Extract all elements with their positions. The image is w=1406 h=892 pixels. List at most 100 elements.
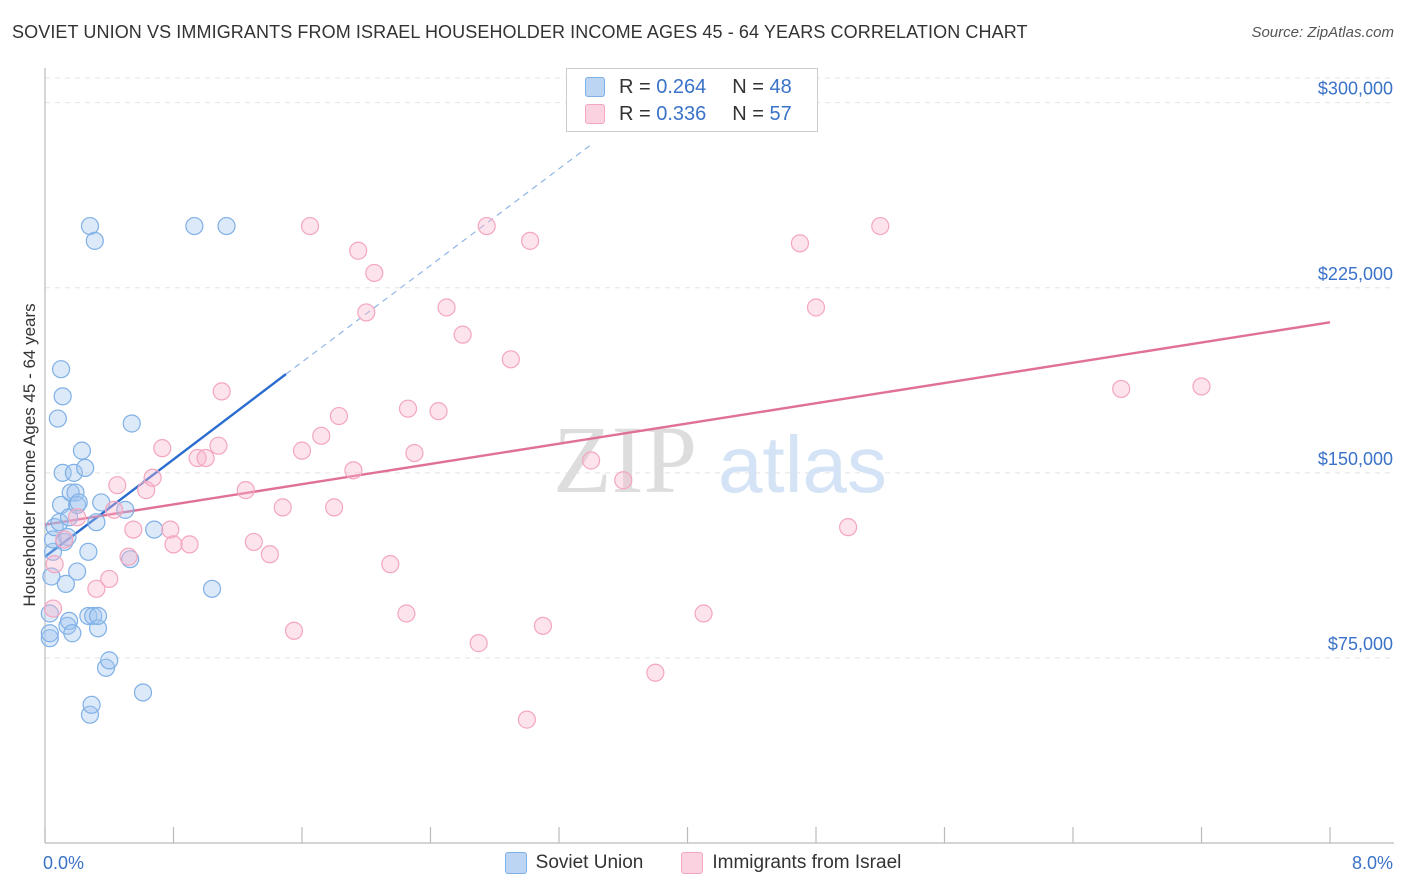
bottom-legend-swatch-pink <box>681 852 704 874</box>
point-immigrants-israel <box>209 436 228 455</box>
point-immigrants-israel <box>153 439 172 458</box>
point-immigrants-israel <box>398 399 418 418</box>
point-soviet-union <box>133 683 153 702</box>
point-immigrants-israel <box>45 555 64 574</box>
point-soviet-union <box>58 527 77 547</box>
point-immigrants-israel <box>161 520 180 539</box>
point-soviet-union <box>63 624 82 643</box>
point-soviet-union <box>51 360 71 379</box>
point-soviet-union <box>85 231 104 250</box>
point-immigrants-israel <box>437 298 456 317</box>
point-immigrants-israel <box>453 325 472 344</box>
point-immigrants-israel <box>300 216 320 236</box>
point-immigrants-israel <box>694 604 713 623</box>
point-soviet-union <box>82 695 101 714</box>
bottom-legend-label: Soviet Union <box>535 852 644 873</box>
point-soviet-union <box>79 606 98 626</box>
bottom-legend-swatch-blue <box>504 852 527 874</box>
source-label: Source: ZipAtlas.com <box>1251 24 1394 41</box>
point-immigrants-israel <box>244 532 263 552</box>
point-immigrants-israel <box>582 451 601 470</box>
point-immigrants-israel <box>273 498 292 517</box>
legend-n-label: N = <box>732 75 770 98</box>
point-soviet-union <box>145 520 164 539</box>
point-immigrants-israel <box>196 448 215 468</box>
point-immigrants-israel <box>329 406 349 426</box>
point-immigrants-israel <box>104 500 124 519</box>
point-immigrants-israel <box>1112 379 1131 399</box>
point-immigrants-israel <box>477 216 496 236</box>
point-soviet-union <box>88 606 108 626</box>
point-immigrants-israel <box>292 441 312 460</box>
point-immigrants-israel <box>236 481 255 500</box>
point-immigrants-israel <box>119 547 138 566</box>
point-immigrants-israel <box>517 710 536 729</box>
point-immigrants-israel <box>469 634 488 653</box>
point-immigrants-israel <box>614 471 633 490</box>
point-immigrants-israel <box>871 216 890 236</box>
point-immigrants-israel <box>55 530 74 549</box>
y-tick-label: $75,000 <box>1328 634 1393 654</box>
point-immigrants-israel <box>806 298 826 317</box>
x-tick-label: 0.0% <box>43 853 84 873</box>
point-immigrants-israel <box>381 555 400 574</box>
legend-r-value: 0.264 <box>656 75 707 98</box>
legend-swatch-blue <box>585 77 605 97</box>
point-immigrants-israel <box>344 461 363 480</box>
point-soviet-union <box>122 414 141 433</box>
point-immigrants-israel <box>260 545 279 564</box>
point-immigrants-israel <box>87 579 106 598</box>
y-tick-label: $300,000 <box>1318 79 1393 99</box>
point-immigrants-israel <box>533 616 553 635</box>
point-immigrants-israel <box>365 263 384 283</box>
point-soviet-union <box>76 458 95 478</box>
point-soviet-union <box>72 441 92 460</box>
bottom-legend-soviet-union: Soviet Union <box>504 852 644 874</box>
point-immigrants-israel <box>1192 377 1211 396</box>
bottom-legend-immigrants-israel: Immigrants from Israel <box>681 852 901 874</box>
point-immigrants-israel <box>405 443 424 463</box>
chart-title: SOVIET UNION VS IMMIGRANTS FROM ISRAEL H… <box>12 22 1028 42</box>
point-immigrants-israel <box>284 621 304 640</box>
point-immigrants-israel <box>68 508 87 527</box>
point-soviet-union <box>202 579 222 598</box>
bottom-legend-label: Immigrants from Israel <box>712 852 902 873</box>
point-soviet-union <box>87 513 106 532</box>
point-soviet-union <box>64 463 84 482</box>
legend-n-value: 57 <box>769 102 792 125</box>
point-immigrants-israel <box>180 535 199 554</box>
watermark-atlas: atlas <box>718 420 887 509</box>
point-soviet-union <box>40 604 59 623</box>
point-soviet-union <box>69 493 88 512</box>
trendline-soviet-union-extension <box>285 144 592 375</box>
point-soviet-union <box>40 629 59 648</box>
point-soviet-union <box>56 574 75 593</box>
point-immigrants-israel <box>790 234 810 253</box>
legend-row-immigrants-israel: R = 0.336 N = 57 <box>585 101 792 127</box>
watermark-zip: ZIP <box>553 406 697 513</box>
point-immigrants-israel <box>43 599 63 618</box>
point-immigrants-israel <box>143 468 162 487</box>
point-soviet-union <box>68 562 87 581</box>
point-immigrants-israel <box>839 518 858 537</box>
x-tick-label: 8.0% <box>1352 853 1393 873</box>
point-immigrants-israel <box>357 303 376 322</box>
point-immigrants-israel <box>429 402 448 421</box>
point-soviet-union <box>185 216 204 236</box>
legend-n-label: N = <box>732 102 770 125</box>
legend-swatch-pink <box>585 104 605 124</box>
point-immigrants-israel <box>108 476 127 495</box>
point-soviet-union <box>88 619 108 638</box>
point-soviet-union <box>79 542 98 561</box>
point-immigrants-israel <box>212 382 231 401</box>
point-soviet-union <box>53 387 72 406</box>
point-immigrants-israel <box>100 569 119 589</box>
point-immigrants-israel <box>646 663 665 682</box>
trendline-immigrants-israel <box>44 321 1331 526</box>
legend-box: R = 0.264 N = 48 R = 0.336 N = 57 <box>566 68 818 132</box>
point-soviet-union <box>217 216 236 236</box>
y-tick-label: $150,000 <box>1318 449 1393 469</box>
legend-row-soviet-union: R = 0.264 N = 48 <box>585 74 792 100</box>
bottom-legend: Soviet Union Immigrants from Israel <box>0 852 1406 874</box>
